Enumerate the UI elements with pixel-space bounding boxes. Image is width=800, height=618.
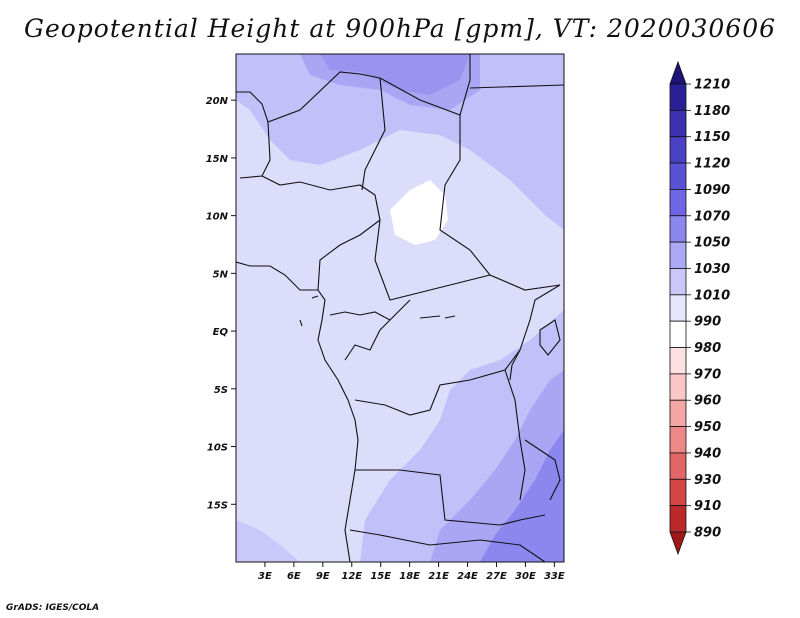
border-south	[349, 529, 546, 562]
field-southwest	[236, 520, 300, 562]
small-islands	[299, 295, 456, 327]
border-west-sahel	[239, 121, 271, 179]
lon-tick-label: 33E	[544, 571, 565, 582]
lat-tick-label: 15N	[206, 154, 229, 165]
border-car	[374, 219, 491, 301]
colorbar-level-label: 1180	[694, 104, 730, 119]
colorbar-box	[669, 347, 687, 375]
lon-tick-label: 21E	[428, 571, 449, 582]
colorbar-box	[669, 478, 687, 507]
map-frame	[235, 53, 565, 563]
border-congo-west	[344, 319, 391, 361]
border-sahel-south	[261, 175, 381, 221]
coastlines-borders	[236, 54, 564, 562]
colorbar-box	[669, 241, 687, 269]
lon-tick-label: 30E	[515, 571, 536, 582]
field-low-center	[390, 180, 448, 245]
lon-tick-label: 15E	[370, 571, 391, 582]
colorbar-box	[669, 505, 687, 533]
colorbar-level-label: 1090	[694, 183, 730, 198]
latitude-axis: 20N 15N 10N 5N EQ 5S 10S 15S	[206, 96, 236, 511]
colorbar-level-label: 910	[694, 499, 721, 514]
lon-tick-label: 9E	[316, 571, 330, 582]
lat-tick-label: EQ	[213, 327, 229, 338]
height-field	[236, 54, 564, 562]
lat-tick-label: 10N	[206, 212, 229, 223]
border-malawi	[524, 439, 561, 501]
lake-kivu	[509, 349, 521, 381]
border-angola-zambia	[355, 469, 546, 526]
colorbar-level-label: 930	[694, 473, 721, 488]
west-coast	[236, 261, 359, 562]
field-north-peak	[320, 54, 470, 95]
map-title: Geopotential Height at 900hPa [gpm], VT:…	[23, 14, 777, 43]
border-drc	[354, 284, 561, 416]
colorbar-box	[669, 162, 687, 190]
lat-tick-label: 20N	[206, 96, 229, 107]
lon-tick-label: 27E	[486, 571, 507, 582]
colorbar-box	[669, 136, 687, 164]
colorbar-level-label: 1070	[694, 209, 730, 224]
colorbar-box	[669, 189, 687, 217]
colorbar-level-label: 960	[694, 394, 721, 409]
lon-tick-label: 6E	[287, 571, 301, 582]
colorbar-box	[669, 399, 687, 427]
colorbar-box	[669, 426, 687, 454]
colorbar-top-arrow	[669, 60, 687, 85]
lon-tick-label: 24E	[457, 571, 478, 582]
colorbar-level-label: 1050	[694, 236, 730, 251]
colorbar-level-label: 890	[694, 526, 721, 541]
lat-tick-label: 15S	[207, 500, 228, 511]
lon-tick-label: 18E	[399, 571, 420, 582]
colorbar-level-label: 940	[694, 446, 721, 461]
colorbar-box	[669, 294, 687, 322]
field-southeast-peak	[480, 430, 564, 562]
field-north-band	[236, 54, 564, 230]
colorbar-bottom-arrow	[669, 531, 687, 556]
lon-tick-label: 3E	[258, 571, 272, 582]
border-cameroon	[317, 219, 381, 291]
border-central-north	[361, 77, 386, 191]
border-congo-north	[329, 299, 411, 321]
lake-tanganyika	[504, 369, 526, 501]
colorbar-box	[669, 215, 687, 243]
lake-victoria	[539, 319, 561, 356]
colorbar-level-label: 990	[694, 315, 721, 330]
colorbar-level-label: 980	[694, 341, 721, 356]
north-border	[236, 54, 471, 123]
colorbar-level-label: 970	[694, 367, 721, 382]
lat-tick-label: 5S	[214, 385, 228, 396]
colorbar-box	[669, 320, 687, 348]
lat-tick-label: 5N	[213, 269, 229, 280]
border-east	[439, 115, 561, 291]
grads-credit: GrADS: IGES/COLA	[6, 603, 100, 613]
colorbar-level-label: 1120	[694, 157, 730, 172]
lon-tick-label: 12E	[341, 571, 362, 582]
border-northeast	[469, 84, 564, 89]
colorbar-level-label: 1210	[694, 78, 730, 93]
colorbar-box	[669, 373, 687, 401]
lat-tick-label: 10S	[207, 443, 228, 454]
colorbar-level-label: 1150	[694, 130, 730, 145]
colorbar: 1210 1180 1150 1120 1090 1070 1050 1030 1010 990 9…	[669, 60, 730, 556]
colorbar-level-label: 1010	[694, 288, 730, 303]
colorbar-box	[669, 109, 687, 138]
colorbar-box	[669, 452, 687, 480]
colorbar-box	[669, 268, 687, 296]
colorbar-level-label: 950	[694, 420, 721, 435]
colorbar-box	[669, 83, 687, 111]
longitude-axis: 3E 6E 9E 12E 15E 18E 21E 24E 27E 30E 33E	[258, 562, 565, 582]
colorbar-level-label: 1030	[694, 262, 730, 277]
